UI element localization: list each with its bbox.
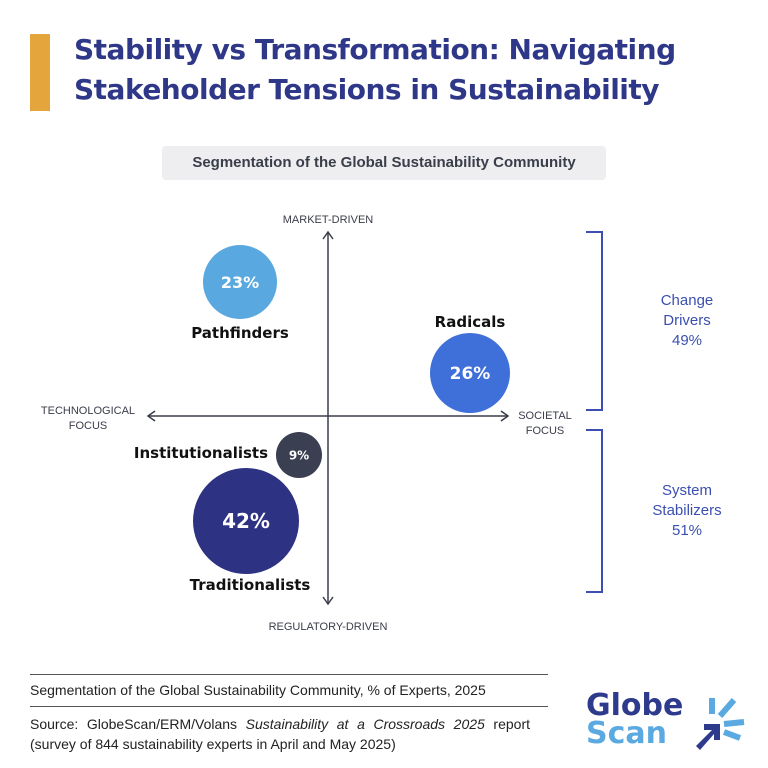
group-label-change-drivers: Drivers	[663, 312, 711, 329]
segment-label-institutionalists: Institutionalists	[134, 444, 268, 462]
logo-line2: Scan	[586, 716, 667, 751]
segment-label-radicals: Radicals	[435, 313, 506, 331]
axis-label-top: MARKET-DRIVEN	[283, 214, 374, 226]
logo-line1: Globe	[586, 688, 684, 723]
divider	[30, 674, 548, 675]
bracket-change-drivers	[586, 231, 603, 411]
segment-label-traditionalists: Traditionalists	[190, 576, 311, 594]
group-label-system-stabilizers: Stabilizers	[652, 502, 721, 519]
source-note: Source: GlobeScan/ERM/Volans Sustainabil…	[30, 714, 530, 754]
bubble-value-traditionalists: 42%	[222, 509, 270, 533]
axis-label-bottom: REGULATORY-DRIVEN	[269, 621, 388, 633]
group-value-change-drivers: 49%	[672, 332, 702, 349]
bracket-system-stabilizers	[586, 429, 603, 593]
bubble-value-pathfinders: 23%	[221, 273, 259, 292]
source-title: Sustainability at a Crossroads 2025	[245, 716, 485, 732]
page-title: Stability vs Transformation: Navigating …	[74, 33, 676, 106]
axis-label-right: SOCIETAL	[518, 410, 572, 422]
arrow-up-icon	[322, 230, 334, 240]
bubble-radicals	[430, 333, 510, 413]
bubble-value-institutionalists: 9%	[289, 448, 309, 462]
axis-label-left: TECHNOLOGICAL	[41, 405, 135, 417]
source-prefix: Source: GlobeScan/ERM/Volans	[30, 716, 246, 732]
bubble-pathfinders	[203, 245, 277, 319]
divider	[30, 706, 548, 707]
accent-bar	[30, 34, 50, 111]
bubble-institutionalists	[276, 432, 322, 478]
arrow-right-icon	[500, 410, 510, 422]
source-suffix: report (survey of 844 sustainability exp…	[30, 716, 530, 752]
diagram-subtitle: Segmentation of the Global Sustainabilit…	[162, 146, 606, 180]
arrow-down-icon	[322, 596, 334, 606]
group-value-system-stabilizers: 51%	[672, 522, 702, 539]
bubble-traditionalists	[193, 468, 299, 574]
arrow-left-icon	[146, 410, 156, 422]
group-label-change-drivers: Change	[661, 292, 714, 309]
segment-label-pathfinders: Pathfinders	[191, 324, 289, 342]
group-label-system-stabilizers: System	[662, 482, 712, 499]
axis-label-right: FOCUS	[526, 425, 565, 437]
bubble-value-radicals: 26%	[450, 364, 491, 384]
caption: Segmentation of the Global Sustainabilit…	[30, 682, 486, 698]
axis-label-left: FOCUS	[69, 420, 108, 432]
logo-burst-icon	[696, 698, 745, 750]
globescan-logo: Globe Scan	[586, 688, 684, 751]
